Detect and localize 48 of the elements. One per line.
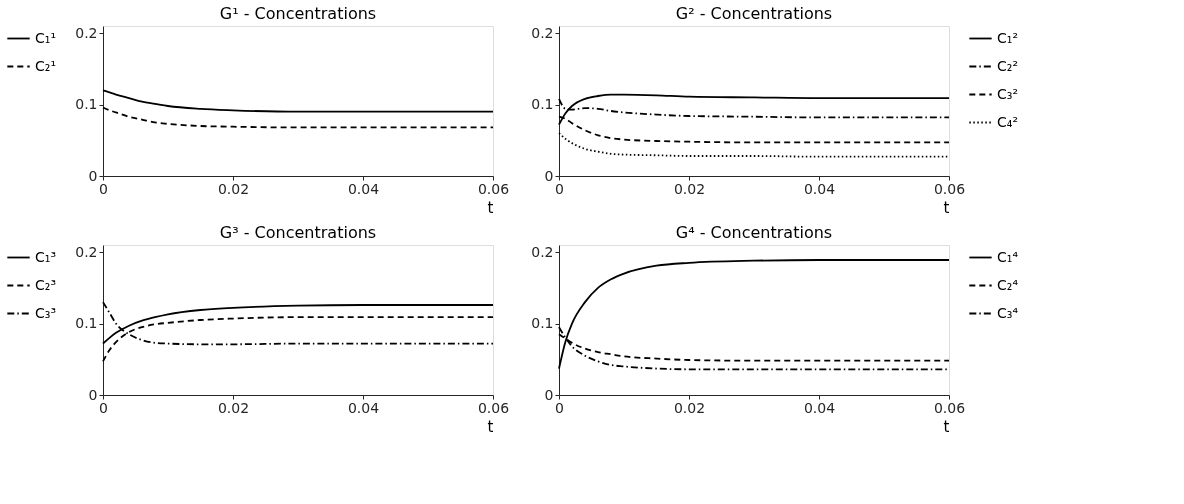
x-tick-label: 0.04 bbox=[347, 399, 380, 416]
x-tick-label: 0.04 bbox=[803, 180, 836, 197]
x-tick-label: 0.06 bbox=[477, 180, 510, 197]
y-tick-label: 0 bbox=[544, 167, 554, 184]
x-tick-label: 0.02 bbox=[217, 180, 250, 197]
chart-title: G³ - Concentrations bbox=[219, 223, 377, 242]
legend-label: C₂⁴ bbox=[997, 276, 1019, 293]
legend-label: C₁² bbox=[997, 29, 1018, 46]
line-series bbox=[102, 89, 494, 113]
legend-label: C₂³ bbox=[35, 276, 56, 293]
y-tick-label: 0 bbox=[88, 167, 98, 184]
y-tick-label: 0.1 bbox=[75, 96, 98, 113]
y-tick-label: 0.1 bbox=[531, 315, 554, 332]
x-tick-label: 0.06 bbox=[933, 399, 966, 416]
chart-title: G² - Concentrations bbox=[675, 4, 833, 23]
chart-title: G⁴ - Concentrations bbox=[675, 223, 833, 242]
y-tick-label: 0.2 bbox=[531, 24, 554, 41]
y-tick-label: 0.2 bbox=[75, 24, 98, 41]
x-axis-title: t bbox=[487, 198, 494, 217]
legend-label: C₃⁴ bbox=[997, 304, 1019, 321]
x-tick-label: 0.06 bbox=[477, 399, 510, 416]
legend-label: C₁⁴ bbox=[997, 248, 1019, 265]
legend-label: C₃² bbox=[997, 85, 1018, 102]
y-tick-label: 0 bbox=[88, 386, 98, 403]
line-series bbox=[558, 132, 950, 158]
y-tick-label: 0.2 bbox=[75, 243, 98, 260]
x-tick-label: 0.02 bbox=[673, 180, 706, 197]
y-tick-label: 0 bbox=[544, 386, 554, 403]
legend-label: C₂¹ bbox=[35, 57, 56, 74]
x-axis-title: t bbox=[487, 417, 494, 436]
x-axis-title: t bbox=[943, 198, 950, 217]
x-tick-label: 0.06 bbox=[933, 180, 966, 197]
x-tick-label: 0.02 bbox=[217, 399, 250, 416]
chart-title: G¹ - Concentrations bbox=[219, 4, 377, 23]
y-tick-label: 0.1 bbox=[75, 315, 98, 332]
x-tick-label: 0.02 bbox=[673, 399, 706, 416]
legend-label: C₃³ bbox=[35, 304, 56, 321]
y-tick-label: 0.1 bbox=[531, 96, 554, 113]
x-tick-label: 0.04 bbox=[803, 399, 836, 416]
legend-label: C₂² bbox=[997, 57, 1018, 74]
x-tick-label: 0.04 bbox=[347, 180, 380, 197]
y-tick-label: 0.2 bbox=[531, 243, 554, 260]
legend-label: C₄² bbox=[997, 113, 1018, 130]
line-series bbox=[558, 259, 950, 370]
x-axis-title: t bbox=[943, 417, 950, 436]
legend-label: C₁³ bbox=[35, 248, 56, 265]
legend-label: C₁¹ bbox=[35, 29, 56, 46]
line-series bbox=[102, 106, 494, 129]
